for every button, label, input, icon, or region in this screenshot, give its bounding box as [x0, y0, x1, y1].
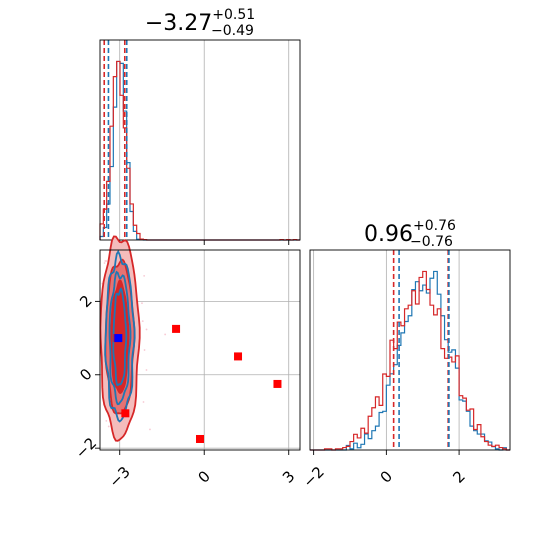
hist2-xtick-label: −2 — [299, 463, 327, 491]
hist2-x-ticks: −2 0 2 — [299, 450, 469, 491]
hist2-panel: −2 0 2 0.96+0.76 −0.76 — [299, 218, 511, 491]
hist1-grid — [119, 40, 290, 240]
hist1-red-series — [99, 60, 300, 241]
joint-x-ticks: −3 0 3 — [106, 450, 298, 491]
hist1-quantile-lines — [103, 40, 128, 240]
red-marker — [273, 379, 282, 388]
scatter-point — [164, 333, 167, 336]
scatter-point — [145, 328, 148, 331]
hist2-quantile-lines — [392, 250, 450, 450]
joint-markers — [113, 324, 282, 443]
joint-panel: −3 0 3 −2 0 2 — [72, 235, 301, 491]
blue-contour-level — [108, 270, 132, 406]
scatter-point — [145, 369, 148, 371]
hist1-title-sub: −0.49 — [211, 23, 254, 39]
joint-xtick-label: 0 — [194, 467, 213, 486]
joint-ytick-label: 0 — [76, 365, 95, 384]
hist1-ticks — [119, 240, 290, 245]
hist2-red-series — [310, 270, 510, 451]
scatter-point — [103, 262, 106, 264]
hist2-red-step — [310, 270, 510, 451]
hist2-blue-series — [310, 270, 510, 451]
joint-ytick-label: 2 — [76, 292, 95, 311]
joint-ytick-label: −2 — [72, 434, 100, 462]
scatter-point — [107, 425, 110, 428]
hist1-title: −3.27+0.51 — [145, 7, 255, 36]
joint-xtick-label: −3 — [106, 463, 134, 491]
hist1-panel: −3.27+0.51 −0.49 — [99, 7, 301, 245]
joint-xtick-label: 3 — [279, 467, 298, 486]
hist2-xtick-label: 0 — [377, 467, 396, 486]
scatter-point — [142, 401, 145, 403]
hist2-frame — [309, 249, 511, 451]
scatter-point — [105, 419, 108, 422]
scatter-point — [105, 260, 108, 262]
scatter-point — [143, 274, 146, 277]
red-marker — [234, 352, 243, 361]
hist2-blue-step — [310, 270, 510, 451]
hist2-title-sup: +0.76 — [413, 218, 456, 234]
hist1-red-step — [99, 60, 300, 241]
hist2-title: 0.96+0.76 — [364, 218, 456, 247]
blue-contour-level — [104, 249, 136, 423]
joint-y-ticks: −2 0 2 — [72, 292, 100, 463]
scatter-point — [149, 428, 151, 431]
hist1-title-sup: +0.51 — [212, 7, 255, 23]
hist2-title-sub: −0.76 — [410, 234, 453, 250]
red-marker — [172, 324, 181, 333]
hist1-blue-step — [99, 60, 300, 241]
hist2-xtick-label: 2 — [449, 467, 468, 486]
blue-marker — [114, 334, 123, 343]
joint-frame — [99, 249, 301, 451]
hist2-grid — [313, 250, 460, 450]
red-marker — [121, 409, 130, 418]
scatter-point — [141, 320, 144, 323]
hist1-frame — [99, 39, 301, 241]
scatter-point — [141, 302, 143, 305]
scatter-point — [143, 349, 146, 351]
red-marker — [196, 434, 204, 443]
hist1-blue-series — [99, 60, 300, 241]
